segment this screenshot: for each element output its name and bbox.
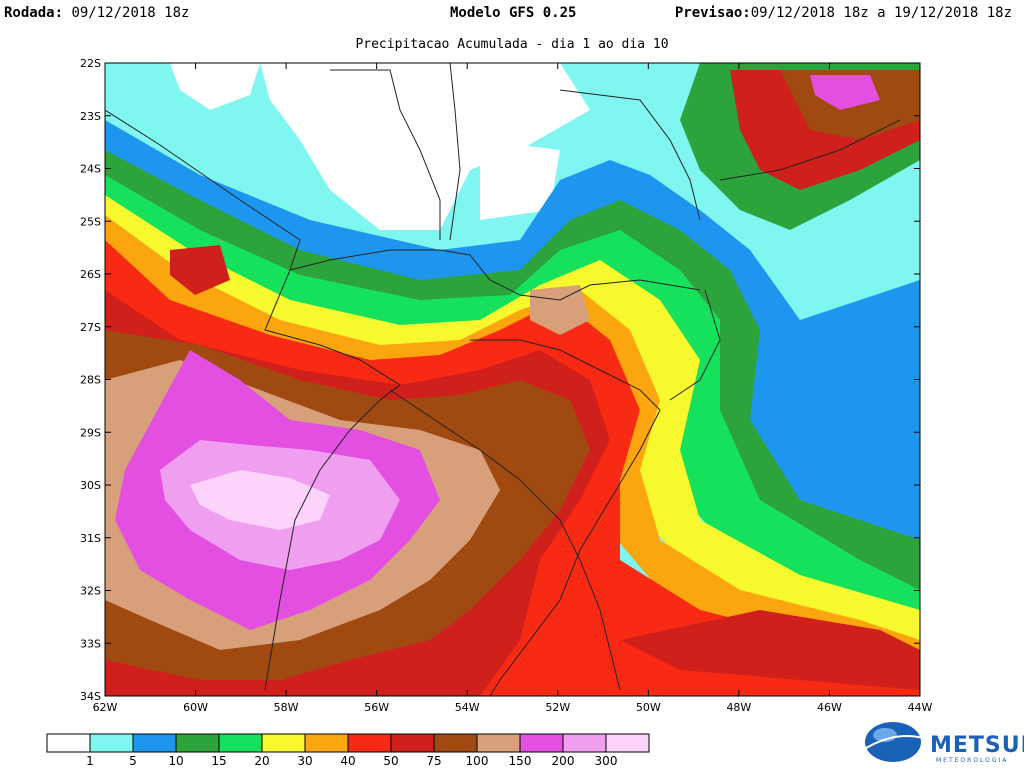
legend-swatch bbox=[261, 733, 306, 753]
previsao-value: 09/12/2018 18z a 19/12/2018 18z bbox=[750, 5, 1012, 21]
lon-label: 60W bbox=[183, 701, 208, 714]
rodada-label: Rodada: bbox=[4, 5, 64, 21]
color-legend: 1 5 10 15 20 30 40 50 75 100 150 200 300 bbox=[46, 733, 650, 768]
legend-swatch bbox=[433, 733, 478, 753]
lat-label: 32S bbox=[80, 585, 101, 598]
lat-label: 23S bbox=[80, 110, 101, 123]
lon-label: 52W bbox=[545, 701, 570, 714]
metsul-globe-icon bbox=[859, 722, 931, 762]
lon-label: 54W bbox=[455, 701, 480, 714]
model-label: Modelo GFS 0.25 bbox=[450, 5, 577, 21]
legend-swatch bbox=[46, 733, 91, 753]
map-subtitle: Precipitacao Acumulada - dia 1 ao dia 10 bbox=[355, 37, 669, 52]
boundary-lines bbox=[105, 63, 901, 696]
lat-label: 25S bbox=[80, 215, 101, 228]
previsao-info: Previsao:09/12/2018 18z a 19/12/2018 18z bbox=[675, 5, 1012, 21]
lat-label: 24S bbox=[80, 163, 101, 176]
legend-threshold: 30 bbox=[297, 754, 312, 768]
legend-threshold: 5 bbox=[129, 754, 137, 768]
lon-label: 46W bbox=[817, 701, 842, 714]
brand-tagline: METEOROLOGIA bbox=[936, 757, 1009, 764]
legend-swatch bbox=[347, 733, 392, 753]
legend-threshold: 40 bbox=[340, 754, 355, 768]
legend-threshold: 150 bbox=[509, 754, 532, 768]
legend-swatch bbox=[562, 733, 607, 753]
legend-swatch bbox=[175, 733, 220, 753]
legend-threshold: 15 bbox=[211, 754, 226, 768]
legend-swatch bbox=[89, 733, 134, 753]
longitude-axis: 62W 60W 58W 56W 54W 52W 50W 48W 46W 44W bbox=[93, 63, 933, 714]
lat-label: 34S bbox=[80, 690, 101, 703]
lat-label: 31S bbox=[80, 532, 101, 545]
latitude-axis: 22S 23S 24S 25S 26S 27S 28S 29S 30S 31S 32S 33S 34S bbox=[80, 57, 920, 703]
rodada-value: 09/12/2018 18z bbox=[71, 5, 190, 21]
legend-swatch bbox=[390, 733, 435, 753]
legend-swatch bbox=[218, 733, 263, 753]
lon-label: 62W bbox=[93, 701, 118, 714]
rodada-info: Rodada: 09/12/2018 18z bbox=[4, 5, 189, 21]
legend-swatch bbox=[304, 733, 349, 753]
previsao-label: Previsao: bbox=[674, 5, 751, 21]
legend-threshold: 100 bbox=[466, 754, 489, 768]
legend-threshold: 10 bbox=[168, 754, 183, 768]
lat-label: 22S bbox=[80, 57, 101, 70]
legend-threshold: 50 bbox=[383, 754, 398, 768]
lat-label: 33S bbox=[80, 637, 101, 650]
lat-label: 27S bbox=[80, 321, 101, 334]
precipitation-field bbox=[105, 63, 920, 696]
legend-threshold: 300 bbox=[595, 754, 618, 768]
lon-label: 50W bbox=[636, 701, 661, 714]
legend-swatch bbox=[519, 733, 564, 753]
lon-label: 56W bbox=[364, 701, 389, 714]
lon-label: 58W bbox=[274, 701, 299, 714]
brand-name: METSUL bbox=[930, 733, 1024, 758]
lat-label: 26S bbox=[80, 268, 101, 281]
lon-label: 48W bbox=[726, 701, 751, 714]
lat-label: 28S bbox=[80, 374, 101, 387]
lat-label: 29S bbox=[80, 426, 101, 439]
legend-swatch bbox=[605, 733, 650, 753]
lon-label: 44W bbox=[908, 701, 933, 714]
legend-threshold: 75 bbox=[426, 754, 441, 768]
lat-label: 30S bbox=[80, 479, 101, 492]
legend-threshold: 200 bbox=[552, 754, 575, 768]
legend-threshold: 1 bbox=[86, 754, 94, 768]
legend-swatch bbox=[476, 733, 521, 753]
legend-threshold: 20 bbox=[254, 754, 269, 768]
legend-swatch bbox=[132, 733, 177, 753]
